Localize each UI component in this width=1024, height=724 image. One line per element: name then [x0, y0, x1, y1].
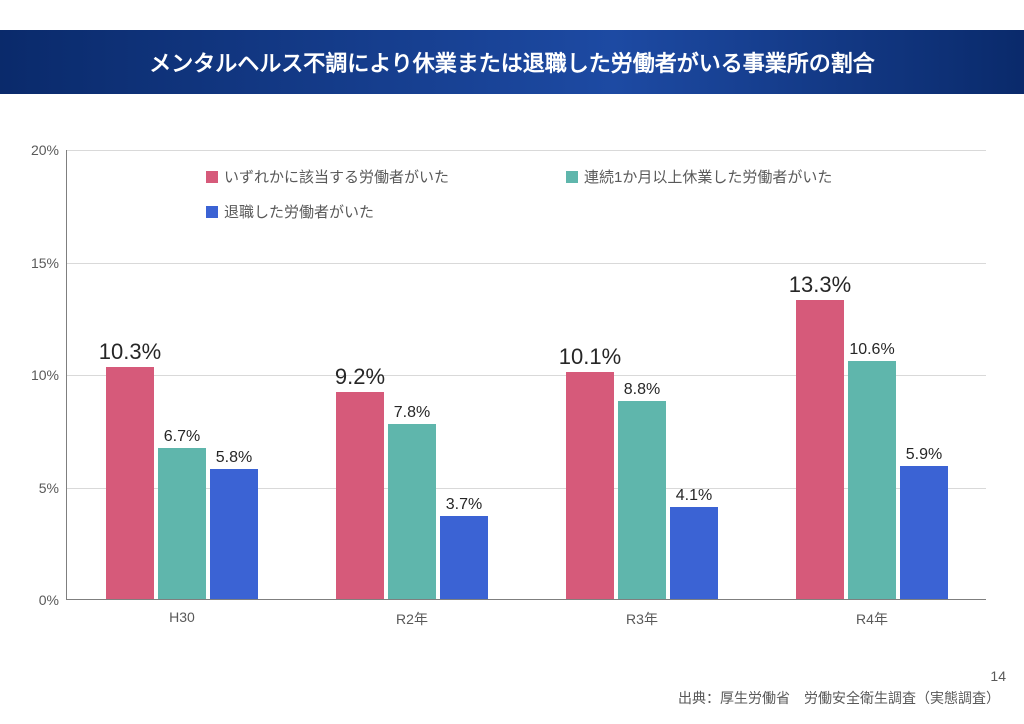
legend-swatch	[206, 171, 218, 183]
legend-item: 連続1か月以上休業した労働者がいた	[566, 166, 926, 187]
bar: 13.3%	[796, 300, 844, 599]
page-title: メンタルヘルス不調により休業または退職した労働者がいる事業所の割合	[149, 46, 875, 78]
x-tick-label: R4年	[856, 599, 888, 629]
bar-value-label: 5.9%	[906, 446, 942, 466]
bar: 5.9%	[900, 466, 948, 599]
bar-value-label: 7.8%	[394, 404, 430, 424]
legend-item: いずれかに該当する労働者がいた	[206, 166, 566, 187]
bar: 8.8%	[618, 401, 666, 599]
bar-value-label: 3.7%	[446, 496, 482, 516]
bar: 5.8%	[210, 469, 258, 600]
y-tick-label: 10%	[31, 367, 67, 383]
bar-value-label: 9.2%	[335, 364, 385, 392]
chart-legend: いずれかに該当する労働者がいた 連続1か月以上休業した労働者がいた退職した労働者が…	[206, 166, 966, 222]
page-number: 14	[990, 668, 1006, 684]
bar: 3.7%	[440, 516, 488, 599]
legend-label: いずれかに該当する労働者がいた	[224, 166, 449, 187]
bar: 9.2%	[336, 392, 384, 599]
legend-swatch	[566, 171, 578, 183]
bar-value-label: 5.8%	[216, 449, 252, 469]
x-tick-label: R2年	[396, 599, 428, 629]
bar-value-label: 8.8%	[624, 381, 660, 401]
chart-area: 0%5%10%15%20%H3010.3%6.7%5.8%R2年9.2%7.8%…	[66, 150, 986, 600]
bar-value-label: 4.1%	[676, 487, 712, 507]
bar: 10.3%	[106, 367, 154, 599]
x-tick-label: R3年	[626, 599, 658, 629]
gridline	[67, 150, 986, 151]
title-bar: メンタルヘルス不調により休業または退職した労働者がいる事業所の割合	[0, 30, 1024, 94]
bar-value-label: 10.1%	[559, 344, 621, 372]
bar: 7.8%	[388, 424, 436, 600]
y-tick-label: 15%	[31, 255, 67, 271]
y-tick-label: 20%	[31, 142, 67, 158]
bar-value-label: 6.7%	[164, 428, 200, 448]
bar: 10.6%	[848, 361, 896, 600]
bar: 10.1%	[566, 372, 614, 599]
bar: 4.1%	[670, 507, 718, 599]
x-tick-label: H30	[169, 599, 195, 625]
footer-source: 出典：厚生労働省 労働安全衛生調査（実態調査）	[678, 688, 1000, 708]
bar-value-label: 10.3%	[99, 339, 161, 367]
bar: 6.7%	[158, 448, 206, 599]
legend-item: 退職した労働者がいた	[206, 201, 566, 222]
bar-value-label: 10.6%	[849, 341, 894, 361]
legend-label: 連続1か月以上休業した労働者がいた	[584, 166, 832, 187]
bar-value-label: 13.3%	[789, 272, 851, 300]
y-tick-label: 5%	[39, 480, 67, 496]
legend-swatch	[206, 206, 218, 218]
legend-label: 退職した労働者がいた	[224, 201, 374, 222]
y-tick-label: 0%	[39, 592, 67, 608]
gridline	[67, 263, 986, 264]
